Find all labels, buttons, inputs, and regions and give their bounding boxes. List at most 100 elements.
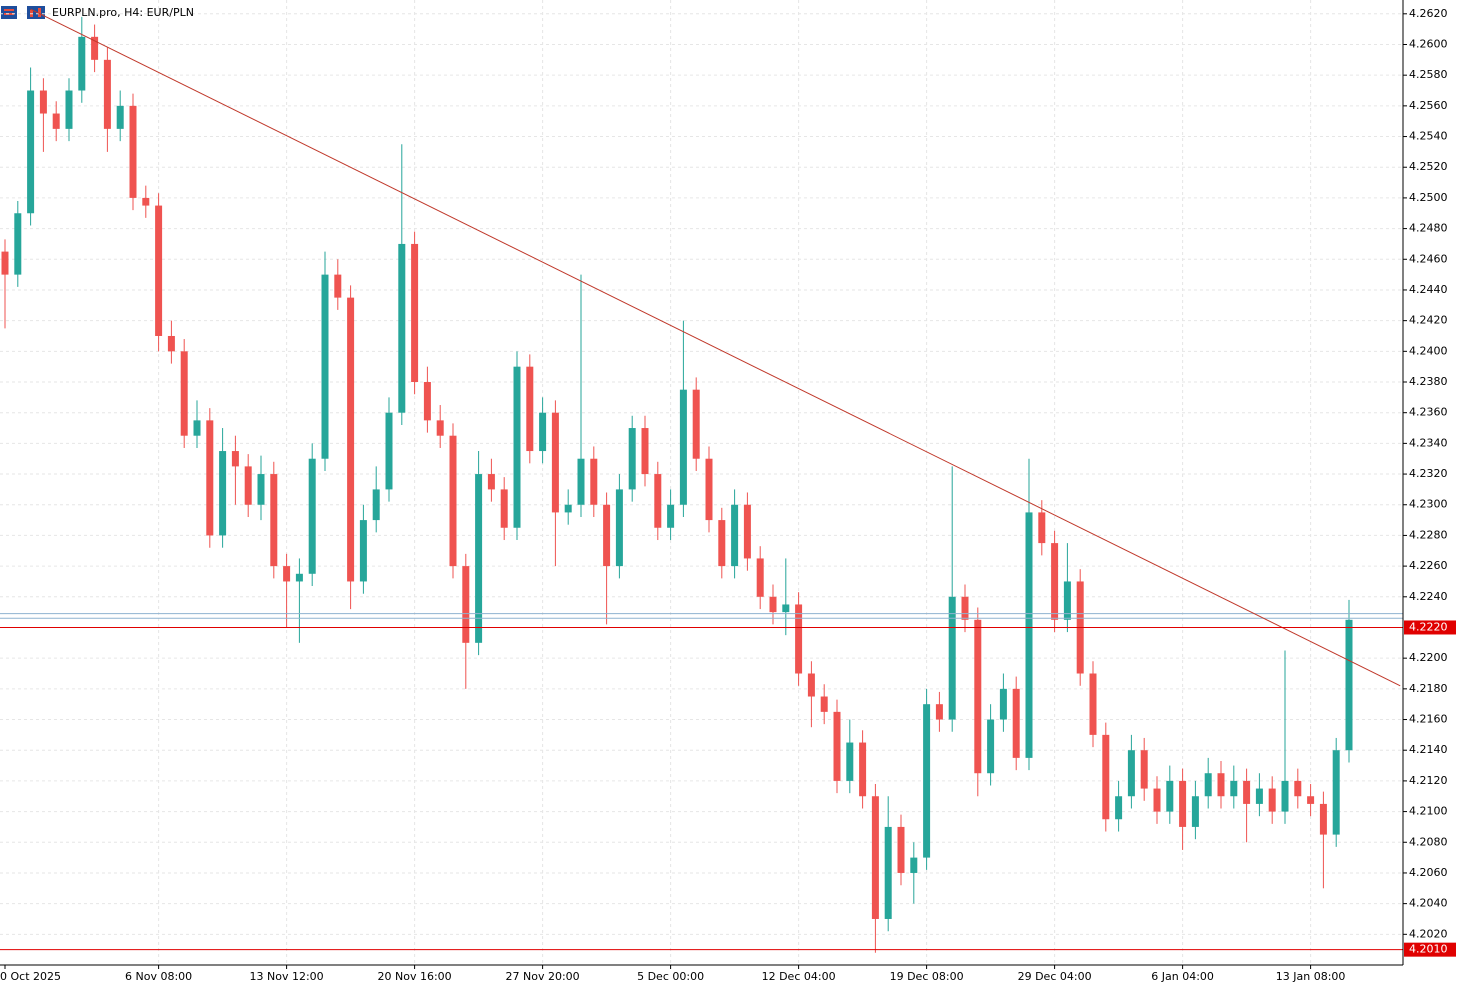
chart-icon-bar [38, 8, 41, 17]
candle-body [513, 366, 521, 528]
candle-body [1243, 780, 1251, 804]
y-tick-label: 4.2560 [1409, 99, 1448, 112]
candle-body [1307, 796, 1315, 804]
y-tick-label: 4.2600 [1409, 37, 1448, 50]
candle-body [1140, 750, 1148, 789]
x-tick-label: 19 Dec 08:00 [890, 970, 964, 983]
y-tick-label: 4.2200 [1409, 651, 1448, 664]
y-tick-label: 4.2400 [1409, 344, 1448, 357]
y-tick-label: 4.2140 [1409, 743, 1448, 756]
candle-body [679, 389, 687, 505]
candle-body [641, 428, 649, 475]
candle-body [667, 504, 675, 528]
x-tick-label: 6 Nov 08:00 [125, 970, 192, 983]
candle-body [743, 504, 751, 559]
y-tick-label: 4.2280 [1409, 528, 1448, 541]
candle-body [718, 520, 726, 567]
candle-body [807, 673, 815, 697]
x-tick-label: 5 Dec 00:00 [637, 970, 704, 983]
candle-body [590, 458, 598, 505]
x-tick-label: 13 Nov 12:00 [250, 970, 324, 983]
candle-body [449, 435, 457, 567]
candle-body [1332, 750, 1340, 835]
candle-body [628, 428, 636, 490]
candle-body [859, 742, 867, 797]
y-tick-label: 4.2300 [1409, 498, 1448, 511]
y-tick-label: 4.2420 [1409, 314, 1448, 327]
y-tick-label: 4.2080 [1409, 835, 1448, 848]
candle-body [1012, 688, 1020, 758]
candle-body [999, 688, 1007, 720]
price-label: 4.2010 [1409, 943, 1448, 956]
candle-body [884, 826, 892, 919]
candle-body [897, 826, 905, 873]
candle-body [551, 412, 559, 513]
candle-body [295, 573, 303, 582]
candle-body [270, 474, 278, 567]
x-tick-label: 6 Jan 04:00 [1151, 970, 1214, 983]
candle-body [308, 458, 316, 574]
candle-body [871, 796, 879, 919]
y-tick-label: 4.2480 [1409, 222, 1448, 235]
candle-body [52, 113, 60, 129]
y-tick-label: 4.2160 [1409, 713, 1448, 726]
candle-body [142, 197, 150, 206]
candle-body [487, 474, 495, 490]
candle-body [1319, 803, 1327, 835]
candle-body [423, 382, 431, 421]
candle-body [257, 474, 265, 505]
candle-body [756, 558, 764, 597]
candle-body [334, 274, 342, 298]
candle-body [795, 604, 803, 674]
candle-body [398, 243, 406, 413]
x-tick-label: 20 Nov 16:00 [378, 970, 452, 983]
y-tick-label: 4.2180 [1409, 682, 1448, 695]
candle-body [475, 474, 483, 643]
candle-body [654, 474, 662, 528]
candle-body [577, 458, 585, 505]
candle-body [1051, 543, 1059, 620]
candle-body [116, 105, 124, 129]
candle-body [206, 420, 214, 536]
candle-body [603, 504, 611, 567]
candle-body [1102, 734, 1110, 820]
y-tick-label: 4.2340 [1409, 436, 1448, 449]
menu-icon-line [4, 9, 14, 11]
candle-body [910, 857, 918, 873]
candle-body [1281, 780, 1289, 812]
y-tick-label: 4.2060 [1409, 866, 1448, 879]
candle-body [1191, 796, 1199, 827]
candle-body [833, 711, 841, 781]
candle-body [462, 566, 470, 643]
plot-area [0, 0, 1403, 965]
candle-body [321, 274, 329, 459]
candle-body [411, 243, 419, 383]
candle-body [180, 351, 188, 436]
candle-body [283, 566, 291, 582]
trendline [30, 8, 1401, 687]
y-tick-label: 4.2580 [1409, 68, 1448, 81]
candle-body [167, 335, 175, 352]
chart-title: EURPLN.pro, H4: EUR/PLN [52, 6, 194, 19]
candle-body [1115, 796, 1123, 820]
price-label-box [1404, 620, 1456, 635]
candle-body [923, 704, 931, 858]
x-tick-label: 13 Jan 08:00 [1276, 970, 1346, 983]
y-tick-label: 4.2440 [1409, 283, 1448, 296]
candle-body [91, 36, 99, 60]
candle-body [1204, 773, 1212, 797]
candle-body [731, 504, 739, 567]
candle-body [1345, 619, 1353, 751]
y-tick-label: 4.2100 [1409, 805, 1448, 818]
candle-body [436, 420, 444, 436]
candle-body [935, 704, 943, 720]
candle-body [1, 251, 9, 275]
y-tick-label: 4.2520 [1409, 160, 1448, 173]
candle-body [1153, 788, 1161, 812]
x-tick-label: 0 Oct 2025 [0, 970, 61, 983]
candle-body [219, 451, 227, 536]
y-tick-label: 4.2320 [1409, 467, 1448, 480]
candle-body [65, 90, 73, 129]
price-label: 4.2220 [1409, 620, 1448, 633]
candle-body [1179, 780, 1187, 827]
